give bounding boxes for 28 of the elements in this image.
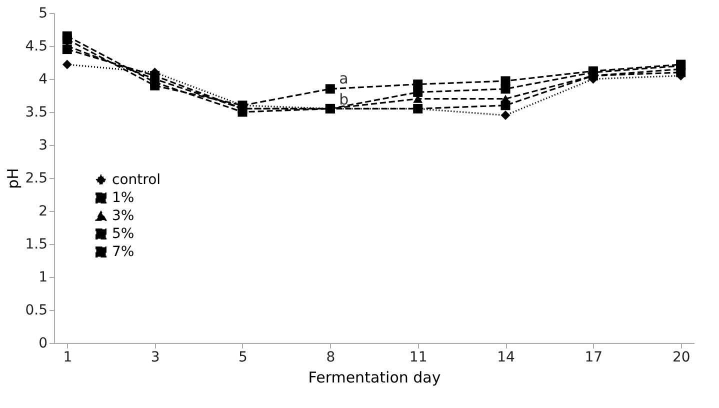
y-tick-label: 4 — [38, 72, 48, 88]
annotation: b — [339, 90, 349, 109]
x-tick-label: 17 — [584, 350, 603, 366]
y-tick-label: 4.5 — [25, 38, 48, 54]
legend-label: 7% — [112, 244, 134, 260]
y-tick-label: 1.5 — [25, 236, 48, 252]
y-tick-label: 0.5 — [25, 302, 48, 318]
x-tick-label: 20 — [672, 350, 690, 366]
x-tick-label: 8 — [326, 350, 336, 366]
x-axis-title: Fermentation day — [308, 368, 441, 386]
legend-label: control — [112, 172, 161, 188]
legend-label: 5% — [112, 226, 134, 242]
x-tick-label: 1 — [63, 350, 72, 366]
legend-label: 1% — [112, 190, 134, 206]
x-tick-label: 11 — [409, 350, 428, 366]
annotation: a — [339, 70, 348, 88]
y-tick-label: 3 — [38, 138, 48, 154]
y-tick-label: 2 — [38, 204, 48, 220]
x-tick-label: 14 — [497, 350, 515, 366]
y-tick-label: 2.5 — [25, 170, 48, 186]
y-tick-label: 3.5 — [25, 104, 48, 120]
y-axis-title: pH — [4, 168, 22, 189]
x-tick-label: 3 — [150, 350, 160, 366]
y-tick-label: 1 — [38, 270, 48, 286]
x-tick-label: 5 — [238, 350, 248, 366]
legend-label: 3% — [112, 208, 134, 224]
y-tick-label: 5 — [38, 6, 48, 22]
y-tick-label: 0 — [38, 336, 48, 352]
